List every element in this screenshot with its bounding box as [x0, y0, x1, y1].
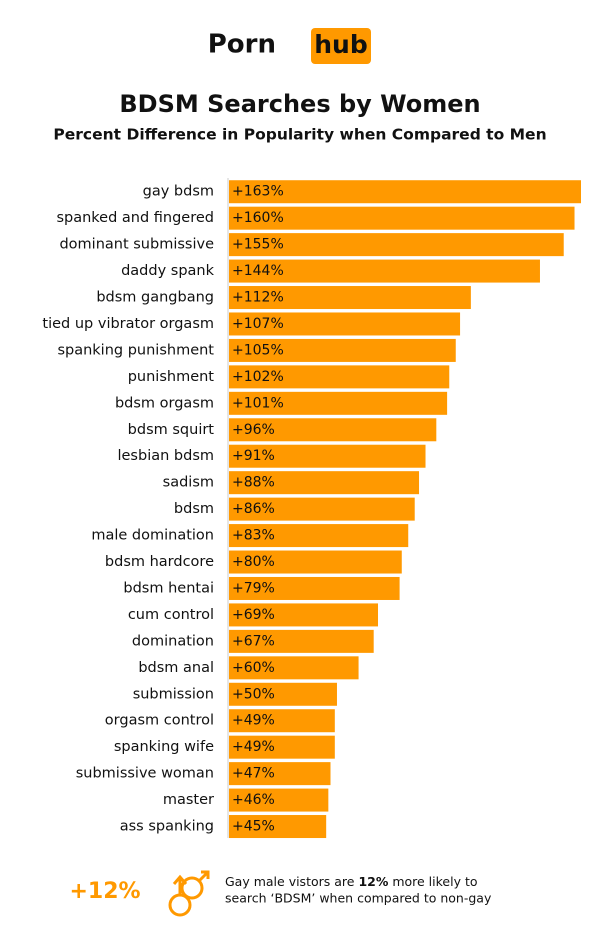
category-label: sadism: [163, 475, 214, 491]
logo-right: hub: [314, 30, 368, 59]
footer-text-part: more likely to: [388, 874, 477, 889]
category-label: orgasm control: [105, 713, 214, 729]
value-label: +86%: [232, 501, 275, 517]
category-label: bdsm anal: [138, 660, 214, 676]
category-label: bdsm hardcore: [105, 554, 214, 570]
value-label: +163%: [232, 184, 284, 200]
category-label: submissive woman: [76, 766, 214, 782]
bar: [229, 391, 448, 415]
value-label: +96%: [232, 422, 275, 438]
bar: [229, 497, 415, 521]
logo-badge: [311, 28, 371, 64]
bar: [229, 735, 335, 759]
category-label: bdsm orgasm: [115, 395, 214, 411]
value-label: +45%: [232, 819, 275, 835]
bar: [229, 603, 379, 627]
bar: [229, 180, 581, 204]
value-label: +101%: [232, 395, 284, 411]
value-label: +155%: [232, 237, 284, 253]
category-label: daddy spank: [121, 263, 215, 279]
bar: [229, 233, 564, 257]
category-label: spanking punishment: [57, 342, 214, 358]
value-label: +47%: [232, 766, 275, 782]
bar: [229, 629, 374, 653]
bar: [229, 338, 456, 362]
value-label: +112%: [232, 290, 284, 306]
value-label: +83%: [232, 528, 275, 544]
category-label: domination: [132, 633, 214, 649]
category-label: male domination: [91, 528, 214, 544]
logo-left: Porn: [208, 30, 276, 60]
bar: [229, 576, 400, 600]
value-label: +102%: [232, 369, 284, 385]
value-label: +67%: [232, 633, 275, 649]
footer-text: search ‘BDSM’ when compared to non-gay: [225, 891, 492, 906]
value-label: +91%: [232, 448, 275, 464]
category-label: submission: [133, 686, 214, 702]
category-label: spanked and fingered: [56, 210, 214, 226]
bar: [229, 709, 335, 733]
value-label: +50%: [232, 686, 275, 702]
bar: [229, 550, 402, 574]
bar: [229, 762, 331, 786]
bar: [229, 259, 540, 283]
category-label: bdsm: [174, 501, 214, 517]
value-label: +105%: [232, 342, 284, 358]
category-label: gay bdsm: [143, 184, 214, 200]
category-label: spanking wife: [114, 739, 214, 755]
bar: [229, 524, 409, 548]
value-label: +49%: [232, 713, 275, 729]
category-label: bdsm hentai: [123, 580, 214, 596]
category-label: ass spanking: [120, 819, 214, 835]
value-label: +60%: [232, 660, 275, 676]
value-label: +69%: [232, 607, 275, 623]
category-label: punishment: [128, 369, 215, 385]
value-label: +88%: [232, 475, 275, 491]
footer-text-part: Gay male vistors are: [225, 874, 358, 889]
bar: [229, 815, 327, 839]
bar: [229, 206, 575, 230]
bar: [229, 788, 329, 812]
bar: [229, 682, 337, 706]
bar: [229, 418, 437, 442]
bar: [229, 312, 461, 336]
footer-text-bold: 12%: [358, 874, 388, 889]
category-label: cum control: [128, 607, 214, 623]
value-label: +80%: [232, 554, 275, 570]
chart-subtitle: Percent Difference in Popularity when Co…: [53, 126, 546, 144]
value-label: +49%: [232, 739, 275, 755]
value-label: +107%: [232, 316, 284, 332]
category-label: bdsm squirt: [128, 422, 215, 438]
footer-text: Gay male vistors are 12% more likely to: [225, 874, 478, 889]
bar: [229, 444, 426, 468]
footer-stat: +12%: [69, 879, 140, 904]
category-label: tied up vibrator orgasm: [42, 316, 214, 332]
bar: [229, 656, 359, 680]
bar: [229, 286, 471, 310]
value-label: +160%: [232, 210, 284, 226]
gender-icon: [168, 870, 210, 917]
value-label: +79%: [232, 580, 275, 596]
bar: [229, 365, 450, 389]
bar: [229, 471, 420, 495]
category-label: dominant submissive: [59, 237, 214, 253]
value-label: +46%: [232, 792, 275, 808]
value-label: +144%: [232, 263, 284, 279]
category-label: master: [163, 792, 214, 808]
category-label: bdsm gangbang: [96, 290, 214, 306]
category-label: lesbian bdsm: [117, 448, 214, 464]
chart-title: BDSM Searches by Women: [119, 90, 480, 118]
